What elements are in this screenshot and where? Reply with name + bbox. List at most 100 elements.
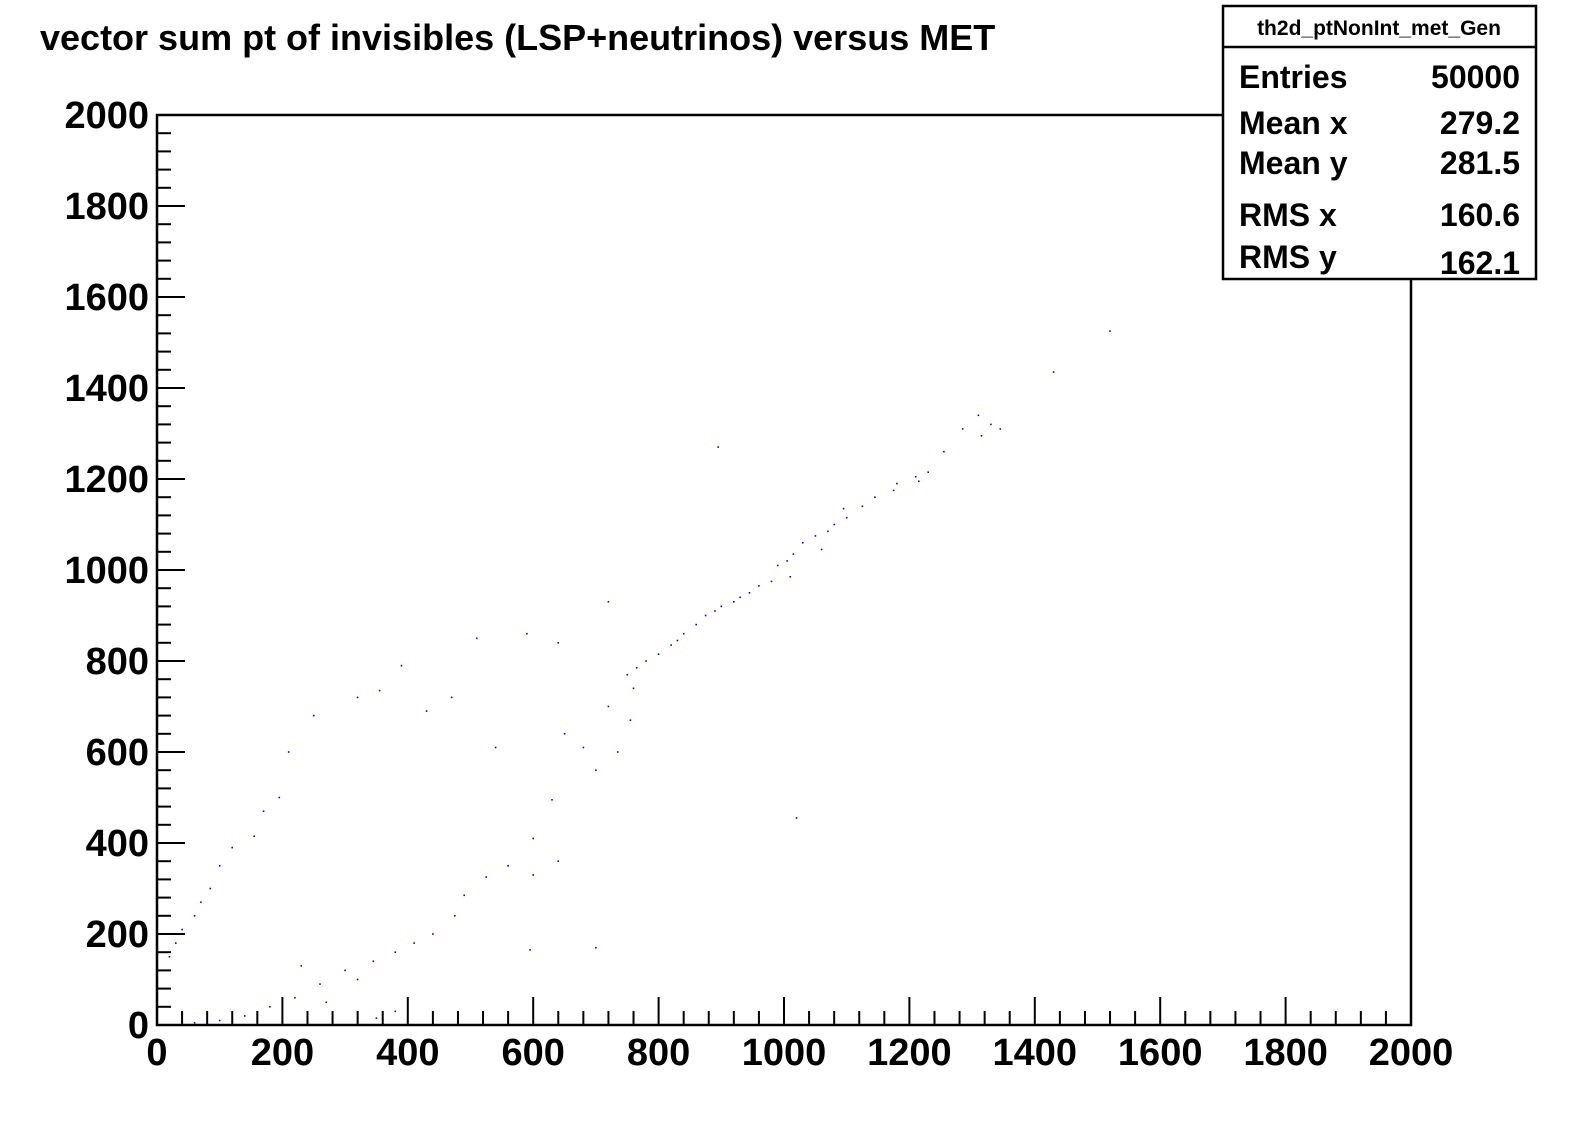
- y-tick-label: 800: [86, 641, 149, 683]
- scatter-point: [717, 446, 719, 448]
- stats-row-label: RMS y: [1239, 239, 1337, 275]
- stats-rows: Entries 50000 Mean x 279.2 Mean y 281.5 RMS x 1…: [1239, 59, 1520, 281]
- x-tick-label: 1200: [867, 1032, 952, 1074]
- scatter-point: [739, 596, 741, 599]
- scatter-point: [657, 653, 660, 655]
- scatter-point: [1052, 371, 1055, 373]
- scatter-point: [375, 1017, 378, 1019]
- x-tick-label: 1000: [742, 1032, 827, 1074]
- x-tick-label: 800: [627, 1032, 690, 1074]
- scatter-point: [595, 946, 597, 949]
- scatter-point: [635, 667, 638, 669]
- scatter-point: [557, 642, 560, 644]
- x-tick-label: 600: [501, 1032, 564, 1074]
- scatter-point: [861, 505, 864, 508]
- scatter-point: [999, 428, 1002, 430]
- stats-box-frame: [1221, 4, 1538, 281]
- scatter-point: [720, 605, 723, 608]
- chart-title: vector sum pt of invisibles (LSP+neutrin…: [40, 17, 995, 58]
- scatter-point: [758, 585, 760, 587]
- scatter-point: [253, 835, 255, 837]
- scatter-point: [532, 837, 534, 840]
- scatter-point: [896, 482, 898, 485]
- scatter-point: [294, 996, 296, 999]
- scatter-point: [676, 639, 679, 642]
- scatter-point: [820, 548, 823, 551]
- scatter-point: [927, 471, 929, 473]
- scatter-point: [1109, 330, 1111, 332]
- scatter-point: [695, 623, 697, 626]
- scatter-point: [845, 516, 848, 519]
- y-tick-label: 1800: [64, 186, 149, 228]
- scatter-point: [485, 876, 487, 878]
- scatter-point: [372, 960, 375, 963]
- y-tick-label: 200: [86, 914, 149, 956]
- y-tick-label: 2000: [64, 95, 149, 137]
- scatter-point: [193, 915, 196, 917]
- scatter-point: [977, 414, 980, 417]
- scatter-point: [209, 887, 212, 890]
- scatter-point: [827, 530, 829, 533]
- scatter-points: [168, 330, 1111, 1024]
- stats-row-label: RMS x: [1239, 197, 1337, 233]
- scatter-point: [287, 751, 290, 753]
- scatter-point: [842, 507, 845, 510]
- scatter-point: [168, 956, 171, 958]
- scatter-point: [582, 746, 585, 749]
- stats-row-label: Mean y: [1239, 145, 1348, 181]
- scatter-point: [802, 541, 804, 544]
- scatter-point: [961, 428, 964, 430]
- scatter-point: [463, 894, 465, 897]
- scatter-point: [607, 601, 610, 603]
- scatter-point: [626, 673, 629, 676]
- scatter-point: [632, 687, 635, 690]
- scatter-point: [814, 535, 817, 537]
- stats-row-value: 281.5: [1440, 145, 1520, 181]
- x-tick-label: 400: [376, 1032, 439, 1074]
- stats-row-value: 279.2: [1440, 105, 1520, 141]
- scatter-point: [776, 564, 779, 567]
- y-axis: 0 200 400 600 800 1000 1200 1400 1600 1800 2000: [64, 95, 185, 1047]
- y-tick-label: 600: [86, 732, 149, 774]
- scatter-point: [833, 523, 835, 526]
- scatter-point: [312, 714, 315, 717]
- scatter-point: [789, 576, 792, 578]
- scatter-point: [413, 942, 415, 944]
- stats-row-label: Entries: [1239, 59, 1347, 95]
- scatter-point: [356, 696, 359, 699]
- scatter-point: [595, 769, 597, 771]
- scatter-point: [682, 632, 685, 635]
- scatter-point: [450, 696, 453, 699]
- scatter-point: [244, 1015, 246, 1017]
- scatter-point: [394, 951, 397, 953]
- scatter-point: [874, 496, 876, 498]
- scatter-point: [344, 969, 346, 972]
- stats-row-value: 162.1: [1440, 245, 1520, 281]
- scatter-point: [607, 705, 610, 708]
- scatter-point: [748, 592, 751, 594]
- stats-row-value: 50000: [1431, 59, 1520, 95]
- scatter-point: [629, 719, 632, 721]
- scatter-point: [262, 810, 265, 812]
- scatter-point: [529, 949, 531, 951]
- y-tick-label: 1400: [64, 368, 149, 410]
- scatter-point: [617, 751, 619, 753]
- scatter-point: [356, 978, 359, 981]
- scatter-point: [507, 865, 509, 867]
- y-tick-label: 0: [128, 1005, 149, 1047]
- scatter-point: [557, 860, 560, 862]
- scatter-point: [990, 423, 992, 426]
- scatter-point: [918, 480, 920, 483]
- x-tick-label: 0: [146, 1032, 167, 1074]
- scatter-point: [670, 644, 672, 646]
- scatter-point: [563, 733, 566, 735]
- scatter-point: [704, 614, 707, 617]
- scatter-point: [218, 1019, 221, 1022]
- scatter-point: [425, 710, 428, 712]
- scatter-point: [980, 435, 983, 437]
- scatter-point: [645, 660, 647, 662]
- scatter-point: [319, 983, 321, 985]
- scatter-point: [175, 942, 177, 944]
- scatter-point: [325, 1001, 328, 1004]
